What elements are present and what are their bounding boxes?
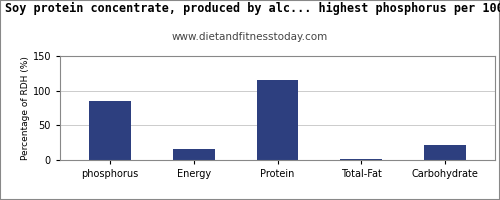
Bar [173,149,215,160]
Bar [424,145,466,160]
Y-axis label: Percentage of RDH (%): Percentage of RDH (%) [20,56,30,160]
Text: Soy protein concentrate, produced by alc... highest phosphorus per 100g: Soy protein concentrate, produced by alc… [5,2,500,15]
Bar [256,80,298,160]
Text: www.dietandfitnesstoday.com: www.dietandfitnesstoday.com [172,32,328,42]
Bar [340,159,382,160]
Bar [90,101,131,160]
